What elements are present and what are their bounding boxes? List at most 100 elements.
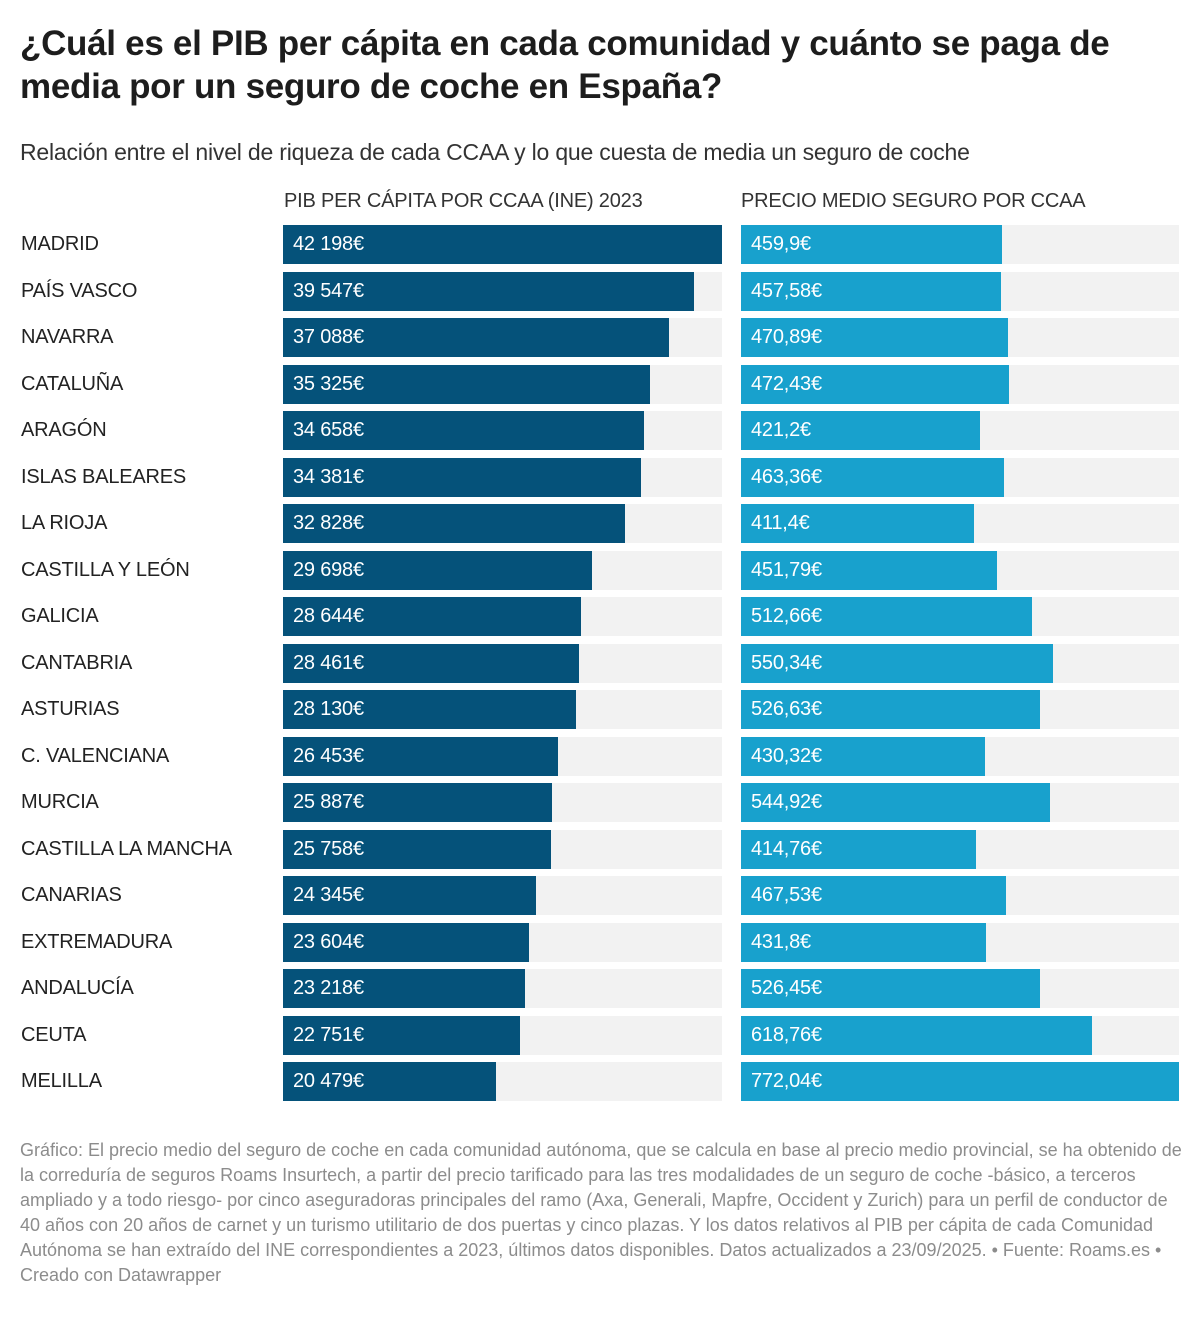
seguro-value-label: 544,92€ bbox=[751, 791, 822, 813]
table-row: ARAGÓN 34 658€ 421,2€ bbox=[0, 411, 1200, 450]
pib-bar-track: 32 828€ bbox=[283, 504, 722, 543]
pib-bar bbox=[283, 876, 537, 915]
pib-bar bbox=[283, 597, 581, 636]
pib-bar-track: 25 887€ bbox=[283, 783, 722, 822]
seguro-bar bbox=[741, 597, 1032, 636]
pib-bar-track: 34 381€ bbox=[283, 457, 722, 497]
seguro-bar-track: 526,63€ bbox=[741, 690, 1179, 729]
pib-bar bbox=[283, 225, 722, 264]
pib-bar-track: 24 345€ bbox=[283, 876, 722, 915]
pib-value-label: 28 130€ bbox=[293, 698, 364, 720]
seguro-bar bbox=[741, 225, 1002, 264]
table-row: EXTREMADURA 23 604€ 431,8€ bbox=[0, 922, 1200, 962]
pib-bar bbox=[283, 318, 669, 357]
chart-title: ¿Cuál es el PIB per cápita en cada comun… bbox=[20, 24, 1110, 106]
pib-bar-track: 34 658€ bbox=[283, 411, 722, 450]
pib-value-label: 28 644€ bbox=[293, 605, 364, 627]
table-row: NAVARRA 37 088€ 470,89€ bbox=[0, 318, 1200, 357]
pib-bar bbox=[283, 783, 553, 822]
table-row: MADRID 42 198€ 459,9€ bbox=[0, 225, 1200, 264]
seguro-value-label: 414,76€ bbox=[751, 837, 822, 860]
seguro-bar bbox=[741, 783, 1051, 822]
pib-bar bbox=[283, 736, 559, 776]
seguro-bar-track: 544,92€ bbox=[741, 783, 1179, 822]
pib-bar bbox=[283, 690, 576, 729]
pib-value-label: 24 345€ bbox=[293, 884, 364, 906]
row-label: ARAGÓN bbox=[21, 419, 107, 441]
seguro-value-label: 512,66€ bbox=[751, 605, 822, 627]
table-row: CATALUÑA 35 325€ 472,43€ bbox=[0, 364, 1200, 404]
seguro-value-label: 618,76€ bbox=[751, 1023, 822, 1046]
pib-bar-track: 28 130€ bbox=[283, 690, 722, 729]
seguro-bar bbox=[741, 1015, 1093, 1055]
row-label: MURCIA bbox=[21, 791, 99, 813]
column-header-seguro: PRECIO MEDIO SEGURO POR CCAA bbox=[741, 190, 1086, 212]
pib-bar-track: 23 218€ bbox=[283, 969, 722, 1008]
seguro-value-label: 526,63€ bbox=[751, 698, 822, 720]
seguro-bar-track: 472,43€ bbox=[741, 364, 1179, 404]
chart-subtitle: Relación entre el nivel de riqueza de ca… bbox=[20, 139, 970, 165]
pib-value-label: 25 887€ bbox=[293, 791, 364, 813]
seguro-bar-track: 421,2€ bbox=[741, 411, 1179, 450]
seguro-value-label: 459,9€ bbox=[751, 233, 811, 255]
pib-value-label: 20 479€ bbox=[293, 1070, 364, 1092]
seguro-value-label: 526,45€ bbox=[751, 977, 822, 999]
seguro-bar-track: 414,76€ bbox=[741, 829, 1179, 869]
pib-bar-track: 28 644€ bbox=[283, 597, 722, 636]
seguro-value-label: 430,32€ bbox=[751, 744, 822, 767]
pib-bar bbox=[283, 1062, 497, 1101]
pib-bar bbox=[283, 364, 651, 404]
table-row: ANDALUCÍA 23 218€ 526,45€ bbox=[0, 969, 1200, 1008]
table-row: CASTILLA LA MANCHA 25 758€ 414,76€ bbox=[0, 829, 1200, 869]
seguro-value-label: 550,34€ bbox=[751, 651, 822, 674]
row-label: GALICIA bbox=[21, 605, 99, 627]
seguro-value-label: 431,8€ bbox=[751, 930, 811, 953]
row-label: ANDALUCÍA bbox=[21, 977, 134, 999]
row-label: C. VALENCIANA bbox=[21, 744, 170, 767]
seguro-value-label: 463,36€ bbox=[751, 465, 822, 488]
row-label: CANTABRIA bbox=[21, 651, 133, 674]
seguro-bar-track: 430,32€ bbox=[741, 736, 1179, 776]
seguro-bar bbox=[741, 1062, 1179, 1101]
seguro-bar bbox=[741, 271, 1001, 311]
seguro-value-label: 472,43€ bbox=[751, 372, 822, 395]
pib-value-label: 25 758€ bbox=[293, 837, 364, 860]
table-row: CEUTA 22 751€ 618,76€ bbox=[0, 1015, 1200, 1055]
table-row: CANTABRIA 28 461€ 550,34€ bbox=[0, 643, 1200, 683]
pib-bar-track: 25 758€ bbox=[283, 829, 722, 869]
seguro-bar-track: 772,04€ bbox=[741, 1062, 1179, 1101]
pib-value-label: 26 453€ bbox=[293, 744, 364, 767]
seguro-bar bbox=[741, 876, 1007, 915]
pib-bar bbox=[283, 271, 695, 311]
seguro-bar-track: 550,34€ bbox=[741, 643, 1179, 683]
seguro-bar-track: 459,9€ bbox=[741, 225, 1179, 264]
pib-value-label: 29 698€ bbox=[293, 558, 364, 581]
pib-bar-track: 20 479€ bbox=[283, 1062, 722, 1101]
row-label: PAÍS VASCO bbox=[21, 279, 138, 302]
pib-bar bbox=[283, 969, 525, 1008]
pib-bar bbox=[283, 1015, 520, 1055]
table-row: LA RIOJA 32 828€ 411,4€ bbox=[0, 504, 1200, 543]
row-label: LA RIOJA bbox=[21, 512, 108, 534]
pib-value-label: 42 198€ bbox=[293, 233, 364, 255]
seguro-bar-track: 618,76€ bbox=[741, 1015, 1179, 1055]
seguro-value-label: 467,53€ bbox=[751, 884, 822, 906]
seguro-bar bbox=[741, 318, 1009, 357]
seguro-value-label: 772,04€ bbox=[751, 1070, 822, 1092]
row-label: CANARIAS bbox=[21, 884, 122, 906]
pib-value-label: 34 658€ bbox=[293, 419, 364, 441]
row-label: MELILLA bbox=[21, 1070, 102, 1092]
row-label: CATALUÑA bbox=[21, 372, 124, 395]
seguro-value-label: 470,89€ bbox=[751, 326, 822, 348]
row-label: NAVARRA bbox=[21, 326, 114, 348]
pib-value-label: 28 461€ bbox=[293, 651, 364, 674]
column-header-pib: PIB PER CÁPITA POR CCAA (INE) 2023 bbox=[284, 190, 643, 212]
seguro-bar bbox=[741, 643, 1054, 683]
seguro-bar-track: 512,66€ bbox=[741, 597, 1179, 636]
table-row: MELILLA 20 479€ 772,04€ bbox=[0, 1062, 1200, 1101]
pib-bar-track: 35 325€ bbox=[283, 364, 722, 404]
table-row: GALICIA 28 644€ 512,66€ bbox=[0, 597, 1200, 636]
seguro-bar-track: 463,36€ bbox=[741, 457, 1179, 497]
table-row: CANARIAS 24 345€ 467,53€ bbox=[0, 876, 1200, 915]
pib-bar bbox=[283, 643, 580, 683]
